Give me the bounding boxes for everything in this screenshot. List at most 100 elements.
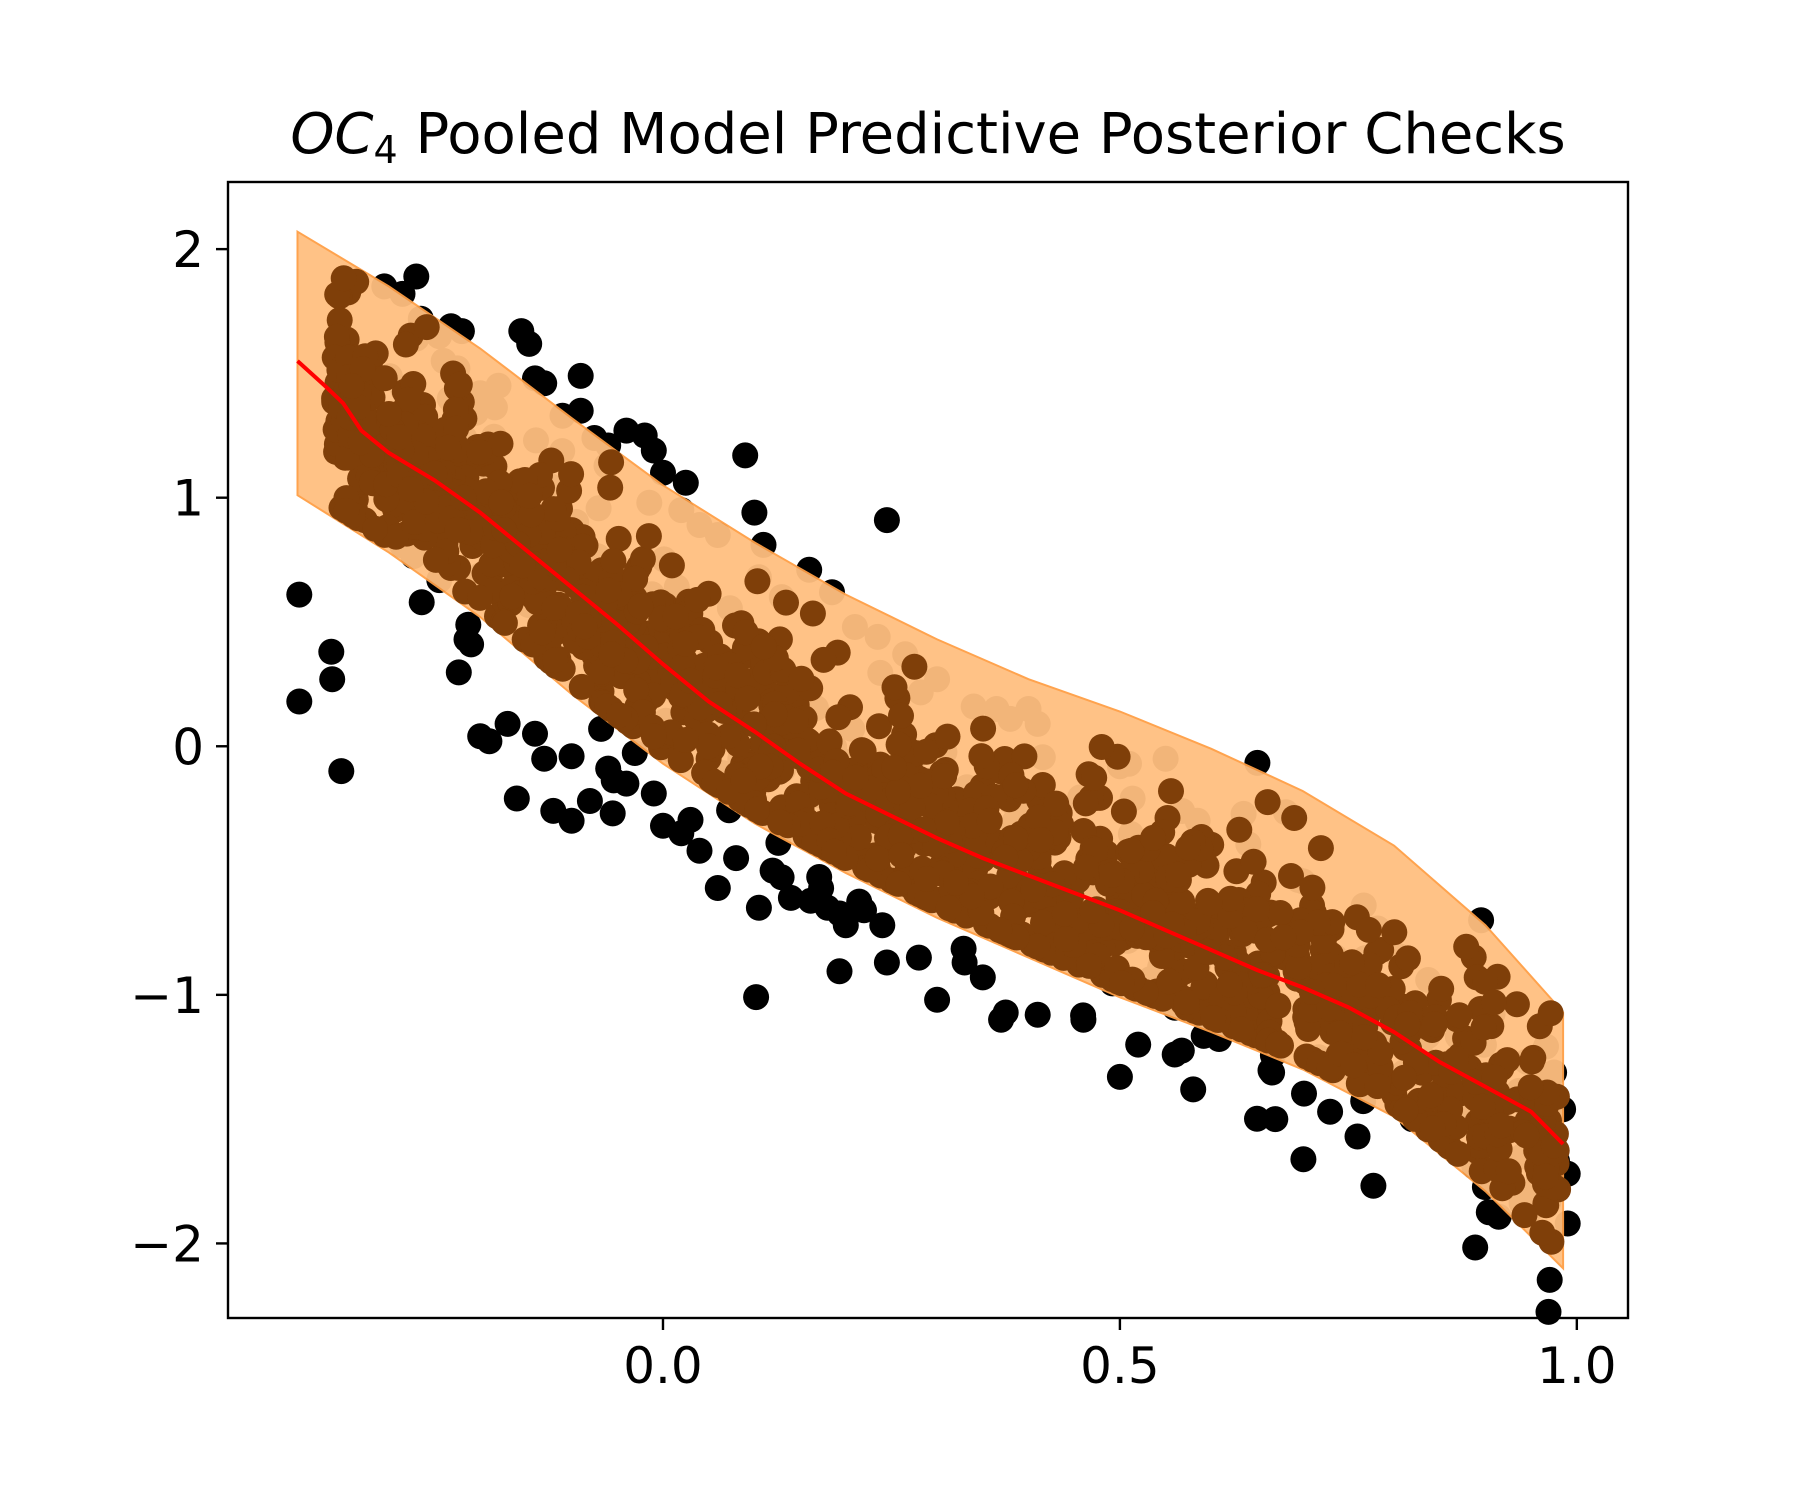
predicted-point (605, 525, 632, 552)
predicted-point (667, 747, 694, 774)
observed-point (516, 330, 543, 357)
observed-point (873, 949, 900, 976)
predicted-point (677, 667, 703, 694)
predicted-point (488, 489, 515, 516)
observed-point (1070, 1002, 1097, 1029)
predicted-point (1453, 933, 1480, 960)
predicted-point (1355, 916, 1382, 943)
predicted-point (810, 646, 837, 673)
observed-point (576, 788, 603, 814)
predicted-point (931, 763, 958, 790)
predicted-point (1118, 837, 1145, 864)
predicted-point (732, 619, 759, 646)
predicted-point (392, 331, 419, 358)
y-tick-label: 2 (172, 221, 204, 279)
predicted-point (820, 759, 846, 786)
predicted-point (888, 842, 915, 869)
observed-point (924, 986, 951, 1013)
predicted-point (1072, 790, 1099, 817)
predicted-point (1267, 900, 1294, 926)
predicted-point (1339, 949, 1365, 976)
observed-point (567, 397, 594, 424)
predicted-point (362, 515, 388, 542)
predicted-point (1481, 1064, 1508, 1091)
predicted-point (1351, 1024, 1378, 1051)
predicted-point (1254, 789, 1281, 816)
predicted-point (850, 738, 877, 765)
predicted-point (1076, 952, 1103, 979)
observed-point (672, 469, 699, 496)
predicted-point (1024, 933, 1051, 960)
predicted-point (375, 401, 402, 427)
observed-point (558, 743, 585, 770)
predicted-point (1043, 790, 1070, 817)
predicted-point (629, 546, 656, 573)
predicted-point (888, 702, 914, 729)
predicted-point (1099, 861, 1126, 888)
predicted-point (968, 743, 995, 770)
predicted-point (1011, 743, 1038, 770)
observed-point (640, 780, 667, 807)
predicted-point (1139, 900, 1166, 926)
predicted-point (422, 546, 449, 573)
observed-point (806, 864, 833, 890)
observed-point (745, 894, 772, 921)
predicted-point (825, 704, 852, 731)
predicted-point (1175, 834, 1202, 861)
predicted-point (658, 552, 685, 579)
predicted-point (571, 613, 598, 640)
predicted-point (558, 461, 585, 488)
observed-point (455, 611, 482, 638)
observed-point (905, 944, 932, 971)
observed-point (1535, 1298, 1562, 1325)
observed-point (1125, 1031, 1152, 1058)
predicted-point (970, 715, 997, 742)
observed-point (1106, 1063, 1133, 1090)
predicted-point (1326, 1020, 1353, 1046)
x-axis: 0.0 0.5 1.0 (623, 1318, 1617, 1395)
predicted-point (1345, 971, 1372, 998)
predicted-point (1025, 804, 1051, 831)
predicted-point (1051, 900, 1078, 927)
observed-point (1244, 1105, 1270, 1132)
predicted-point (371, 365, 398, 392)
observed-point (1168, 1037, 1195, 1064)
predicted-point (785, 737, 811, 764)
plot-area (286, 229, 1581, 1325)
observed-point (458, 631, 485, 658)
predicted-point (1217, 885, 1244, 912)
observed-point (328, 758, 355, 785)
observed-point (826, 958, 853, 985)
observed-point (1262, 1106, 1289, 1133)
axes-frame (226, 180, 1630, 1320)
observed-point (1536, 1266, 1563, 1293)
predicted-point (1169, 888, 1196, 915)
predicted-point (1265, 992, 1292, 1019)
predicted-point (627, 593, 654, 620)
predicted-point (1027, 827, 1054, 853)
predicted-point (1156, 968, 1183, 995)
predicted-point (605, 702, 632, 729)
predicted-point (1119, 915, 1145, 942)
predicted-point (672, 630, 699, 657)
predicted-point (767, 809, 794, 836)
predicted-point (1110, 798, 1137, 825)
predicted-point (386, 424, 412, 451)
observed-point (403, 263, 430, 290)
predicted-point (1394, 945, 1421, 972)
predicted-point (1419, 1115, 1446, 1142)
predicted-point (724, 662, 751, 689)
predicted-point (435, 434, 462, 461)
predicted-point (1081, 764, 1108, 791)
predicted-point (1299, 874, 1326, 901)
predicted-point (986, 917, 1013, 943)
predicted-point (744, 796, 770, 823)
predicted-point (499, 583, 526, 610)
predicted-point (640, 723, 667, 750)
observed-point (640, 437, 667, 464)
predicted-point (1200, 1005, 1227, 1031)
predicted-point (1226, 816, 1253, 843)
predicted-point (741, 711, 767, 738)
predicted-point (744, 568, 771, 595)
predicted-point (1243, 896, 1270, 923)
